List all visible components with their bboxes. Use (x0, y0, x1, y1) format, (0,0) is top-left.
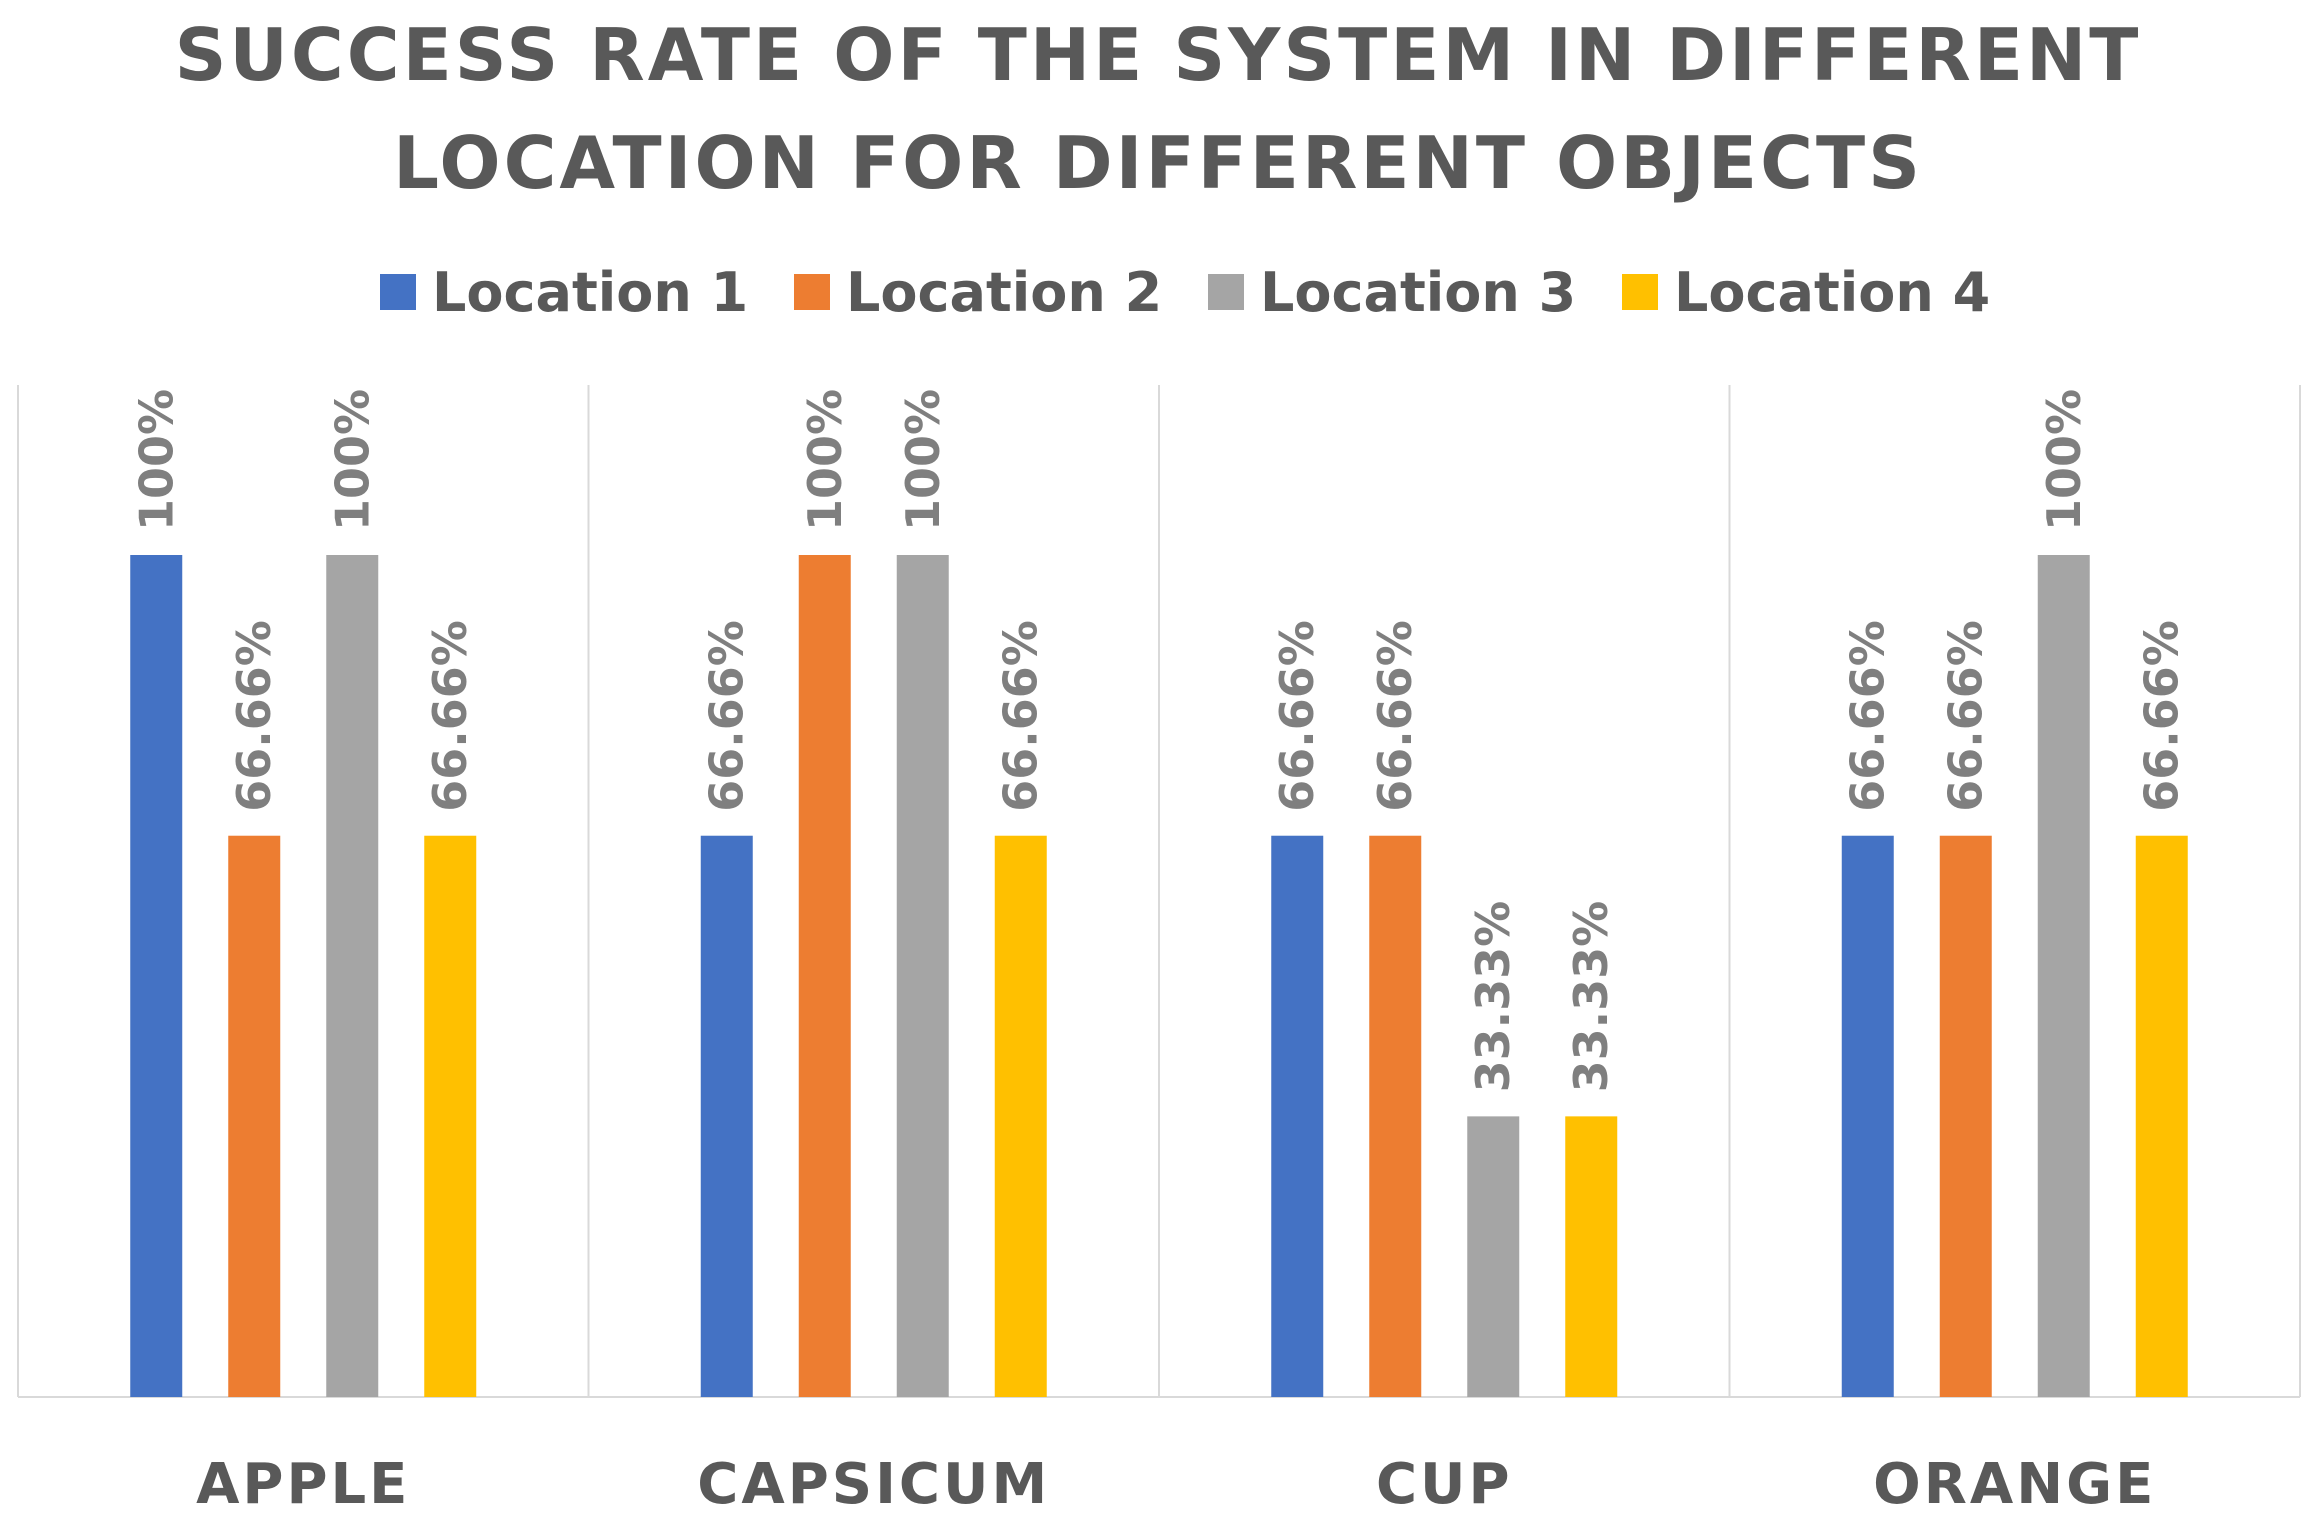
bar-apple-location-1 (130, 555, 183, 1397)
data-label-capsicum-location-3: 100% (896, 389, 950, 531)
legend-item-1: Location 1 (380, 261, 748, 324)
bar-orange-location-2 (1939, 835, 1992, 1397)
legend-label-2: Location 2 (846, 261, 1162, 324)
bar-apple-location-2 (228, 835, 281, 1397)
bar-capsicum-location-3 (896, 555, 949, 1397)
data-label-orange-location-2: 66.66% (1939, 620, 1993, 812)
legend-label-1: Location 1 (432, 261, 748, 324)
data-label-cup-location-4: 33.33% (1564, 901, 1618, 1093)
chart-title-line-1: SUCCESS RATE OF THE SYSTEM IN DIFFERENT (175, 13, 2142, 97)
legend-swatch-1 (380, 274, 416, 310)
data-label-capsicum-location-1: 66.66% (700, 620, 754, 812)
chart-title-line-2: LOCATION FOR DIFFERENT OBJECTS (393, 121, 1923, 205)
category-label-apple: APPLE (196, 1452, 410, 1517)
chart-title: SUCCESS RATE OF THE SYSTEM IN DIFFERENT … (175, 13, 2142, 205)
bar-orange-location-4 (2135, 835, 2188, 1397)
bar-orange-location-3 (2037, 555, 2090, 1397)
data-label-orange-location-1: 66.66% (1841, 620, 1895, 812)
bar-cup-location-3 (1467, 1116, 1520, 1397)
legend-swatch-3 (1208, 274, 1244, 310)
data-label-capsicum-location-2: 100% (798, 389, 852, 531)
data-label-apple-location-1: 100% (129, 389, 183, 531)
bar-cup-location-4 (1565, 1116, 1618, 1397)
bar-capsicum-location-2 (798, 555, 851, 1397)
data-label-capsicum-location-4: 66.66% (994, 620, 1048, 812)
category-label-cup: CUP (1376, 1452, 1513, 1517)
legend-item-2: Location 2 (794, 261, 1162, 324)
data-label-orange-location-3: 100% (2037, 389, 2091, 531)
category-labels: APPLE CAPSICUM CUP ORANGE (196, 1452, 2156, 1517)
bar-orange-location-1 (1841, 835, 1894, 1397)
legend-item-4: Location 4 (1622, 261, 1990, 324)
legend-label-4: Location 4 (1674, 261, 1990, 324)
data-label-apple-location-2: 66.66% (227, 620, 281, 812)
category-gridlines (17, 385, 2301, 1398)
category-label-capsicum: CAPSICUM (697, 1452, 1050, 1517)
bar-cup-location-2 (1369, 835, 1422, 1397)
bar-cup-location-1 (1271, 835, 1324, 1397)
data-label-apple-location-4: 66.66% (423, 620, 477, 812)
data-label-cup-location-3: 33.33% (1466, 901, 1520, 1093)
data-label-orange-location-4: 66.66% (2135, 620, 2189, 812)
legend-item-3: Location 3 (1208, 261, 1576, 324)
legend-label-3: Location 3 (1260, 261, 1576, 324)
bar-apple-location-4 (424, 835, 477, 1397)
legend-swatch-4 (1622, 274, 1658, 310)
bar-apple-location-3 (326, 555, 379, 1397)
legend-swatch-2 (794, 274, 830, 310)
data-label-cup-location-2: 66.66% (1368, 620, 1422, 812)
bars (130, 555, 2188, 1397)
category-label-orange: ORANGE (1873, 1452, 2156, 1517)
data-labels: 100% 66.66% 100% 66.66% 66.66% 100% 100% 66.66%… (129, 389, 2189, 1092)
chart-legend: Location 1 Location 2 Location 3 Location 4 (380, 261, 1990, 324)
bar-capsicum-location-1 (700, 835, 753, 1397)
data-label-cup-location-1: 66.66% (1270, 620, 1324, 812)
data-label-apple-location-3: 100% (325, 389, 379, 531)
bar-capsicum-location-4 (994, 835, 1047, 1397)
